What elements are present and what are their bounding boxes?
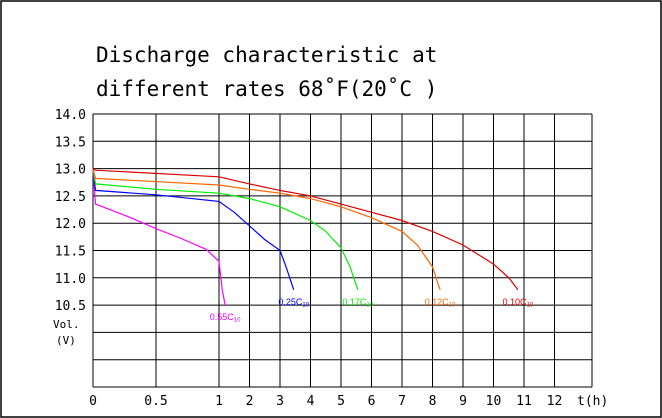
y-tick-label: 12.5 <box>55 190 86 205</box>
series-label-0.55C10: 0.55C10 <box>210 312 241 324</box>
y-tick-label: 13.0 <box>55 163 86 178</box>
y-tick-label: 11.5 <box>55 245 86 260</box>
series-line-0.10C10 <box>92 168 519 291</box>
series-line-0.12C10 <box>92 168 441 290</box>
y-tick-labels: 14.0 13.5 13.0 12.5 12.0 11.5 11.0 10.5 <box>55 108 86 314</box>
series-lines <box>92 168 519 306</box>
series-label-0.10C10: 0.10C10 <box>503 297 534 309</box>
y-axis-label-line-2: (V) <box>56 334 76 347</box>
plot-grid <box>92 113 593 388</box>
x-tick-label: 11 <box>516 394 532 409</box>
series-line-0.55C10 <box>92 168 226 306</box>
x-tick-label: 1 <box>215 394 223 409</box>
chart-title-line-2: different rates 68˚F(20˚C ) <box>96 77 437 101</box>
y-axis-label-line-1: Vol. <box>53 318 80 331</box>
series-label-0.17C10: 0.17C10 <box>342 297 373 309</box>
x-tick-label: 0.5 <box>144 394 167 409</box>
series-label-0.12C10: 0.12C10 <box>425 297 456 309</box>
series-labels: 0.55C10 0.25C10 0.17C10 0.12C10 0.10C10 <box>210 297 534 324</box>
x-tick-label: 8 <box>429 394 437 409</box>
series-line-0.17C10 <box>92 168 359 290</box>
x-tick-label: 10 <box>486 394 502 409</box>
chart-title-line-1: Discharge characteristic at <box>96 43 437 67</box>
x-tick-label: 6 <box>368 394 376 409</box>
x-tick-label: 4 <box>307 394 315 409</box>
series-line-0.25C10 <box>92 168 295 290</box>
y-tick-label: 12.0 <box>55 217 86 232</box>
x-axis-label: t(h) <box>577 394 608 409</box>
x-tick-label: 0 <box>89 394 97 409</box>
x-tick-label: 9 <box>459 394 467 409</box>
y-tick-label: 13.5 <box>55 135 86 150</box>
y-tick-label: 14.0 <box>55 108 86 123</box>
x-tick-label: 7 <box>398 394 406 409</box>
x-tick-label: 2 <box>246 394 254 409</box>
y-tick-label: 11.0 <box>55 272 86 287</box>
x-tick-label: 5 <box>337 394 345 409</box>
x-tick-label: 12 <box>547 394 563 409</box>
y-tick-label: 10.5 <box>55 299 86 314</box>
series-label-0.25C10: 0.25C10 <box>278 297 309 309</box>
x-tick-labels: 0 0.5 1 2 3 4 5 6 7 8 9 10 11 12 <box>89 394 562 409</box>
x-tick-label: 3 <box>276 394 284 409</box>
